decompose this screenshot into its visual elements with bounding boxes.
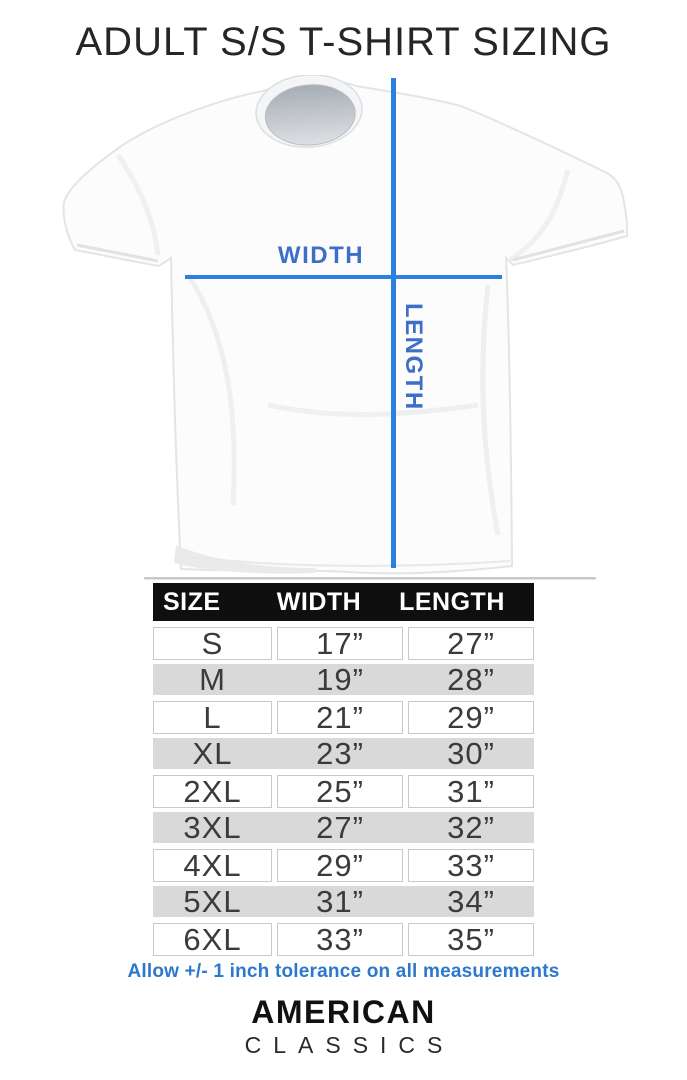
cell-width: 19” (277, 664, 403, 695)
brand-logo: AMERICAN CLASSICS (0, 995, 687, 1058)
table-row: XL 23” 30” (153, 738, 534, 769)
cell-width: 31” (277, 886, 403, 917)
table-row: 3XL 27” 32” (153, 812, 534, 843)
table-row: 6XL 33” 35” (153, 923, 534, 956)
header-width: WIDTH (276, 587, 362, 616)
cell-size: L (153, 701, 272, 734)
cell-size: 5XL (153, 886, 272, 917)
cell-width: 17” (277, 627, 403, 660)
width-measure-line (185, 275, 502, 279)
cell-width: 23” (277, 738, 403, 769)
width-measure-label: WIDTH (277, 242, 365, 269)
tshirt-illustration (62, 74, 629, 580)
cell-size: M (153, 664, 272, 695)
table-row: 2XL 25” 31” (153, 775, 534, 808)
cell-length: 30” (408, 738, 534, 769)
cell-length: 27” (408, 627, 534, 660)
cell-width: 27” (277, 812, 403, 843)
cell-width: 29” (277, 849, 403, 882)
cell-size: 2XL (153, 775, 272, 808)
table-row: 4XL 29” 33” (153, 849, 534, 882)
table-row: S 17” 27” (153, 627, 534, 660)
cell-length: 29” (408, 701, 534, 734)
cell-length: 35” (408, 923, 534, 956)
table-row: 5XL 31” 34” (153, 886, 534, 917)
tshirt-photo (58, 74, 629, 585)
cell-length: 33” (408, 849, 534, 882)
table-row: L 21” 29” (153, 701, 534, 734)
size-table-header: SIZE WIDTH LENGTH (153, 583, 534, 621)
cell-width: 33” (277, 923, 403, 956)
cell-size: 3XL (153, 812, 272, 843)
cell-width: 25” (277, 775, 403, 808)
cell-size: S (153, 627, 272, 660)
length-measure-label: LENGTH (400, 303, 427, 411)
tolerance-note: Allow +/- 1 inch tolerance on all measur… (127, 961, 560, 982)
length-measure-line (391, 78, 396, 568)
page-title: ADULT S/S T-SHIRT SIZING (75, 20, 612, 64)
cell-length: 34” (408, 886, 534, 917)
cell-size: XL (153, 738, 272, 769)
cell-length: 32” (408, 812, 534, 843)
size-table-body: S 17” 27” M 19” 28” L 21” 29” XL 23” 30”… (153, 627, 534, 956)
brand-name-american: AMERICAN (251, 994, 436, 1030)
brand-name-classics: CLASSICS (244, 1032, 455, 1058)
cell-length: 31” (408, 775, 534, 808)
header-size: SIZE (163, 587, 221, 616)
table-row: M 19” 28” (153, 664, 534, 695)
cell-size: 6XL (153, 923, 272, 956)
size-table: SIZE WIDTH LENGTH S 17” 27” M 19” 28” L … (153, 583, 534, 960)
cell-width: 21” (277, 701, 403, 734)
cell-size: 4XL (153, 849, 272, 882)
header-length: LENGTH (399, 587, 505, 616)
cell-length: 28” (408, 664, 534, 695)
